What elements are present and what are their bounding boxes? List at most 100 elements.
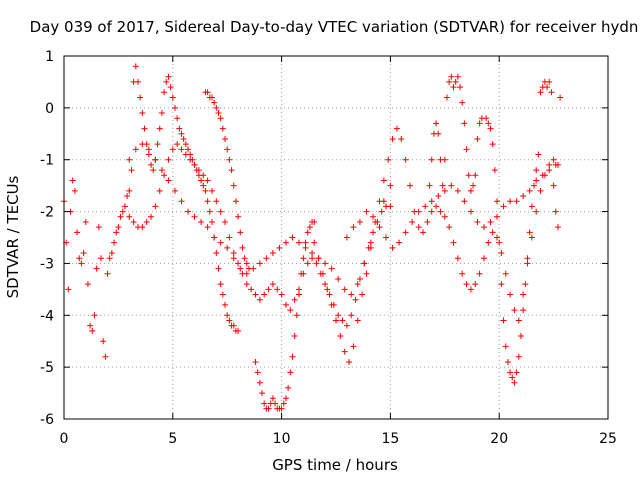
data-point xyxy=(148,161,155,168)
data-point xyxy=(259,390,266,397)
data-points xyxy=(61,63,564,412)
data-point xyxy=(343,322,350,329)
data-point xyxy=(454,255,461,262)
data-point xyxy=(517,333,524,340)
data-point xyxy=(176,125,183,132)
x-tick-label: 0 xyxy=(60,431,69,447)
data-point xyxy=(424,218,431,225)
data-point xyxy=(402,156,409,163)
data-point xyxy=(239,244,246,251)
data-point xyxy=(204,177,211,184)
data-point xyxy=(204,198,211,205)
data-point xyxy=(198,177,205,184)
y-tick-label: -2 xyxy=(40,205,54,221)
data-point xyxy=(219,291,226,298)
data-point xyxy=(150,167,157,174)
data-point xyxy=(507,291,514,298)
data-point xyxy=(126,156,133,163)
data-point xyxy=(200,182,207,189)
data-point xyxy=(139,110,146,117)
data-point xyxy=(243,281,250,288)
data-point xyxy=(335,312,342,319)
data-point xyxy=(145,151,152,158)
data-point xyxy=(446,78,453,85)
data-point xyxy=(241,255,248,262)
x-axis-label: GPS time / hours xyxy=(272,456,398,474)
data-point xyxy=(198,218,205,225)
data-point xyxy=(528,203,535,210)
data-point xyxy=(441,187,448,194)
data-point xyxy=(137,94,144,101)
data-point xyxy=(195,167,202,174)
data-point xyxy=(169,94,176,101)
data-point xyxy=(546,78,553,85)
x-tick-label: 20 xyxy=(490,431,508,447)
data-point xyxy=(450,84,457,91)
series-9 xyxy=(483,78,564,386)
data-point xyxy=(446,224,453,231)
data-point xyxy=(237,265,244,272)
data-point xyxy=(89,327,96,334)
data-point xyxy=(126,187,133,194)
data-point xyxy=(274,286,281,293)
data-point xyxy=(265,286,272,293)
data-point xyxy=(524,255,531,262)
series-7 xyxy=(343,161,559,251)
data-point xyxy=(550,156,557,163)
data-point xyxy=(289,234,296,241)
data-point xyxy=(152,203,159,210)
data-point xyxy=(494,198,501,205)
data-point xyxy=(369,229,376,236)
data-point xyxy=(363,270,370,277)
data-point xyxy=(387,203,394,210)
data-point xyxy=(117,213,124,220)
data-point xyxy=(161,172,168,179)
data-point xyxy=(474,135,481,142)
data-point xyxy=(148,213,155,220)
data-point xyxy=(315,255,322,262)
data-point xyxy=(322,260,329,267)
data-point xyxy=(230,250,237,257)
data-point xyxy=(383,234,390,241)
data-point xyxy=(393,125,400,132)
data-point xyxy=(348,291,355,298)
data-point xyxy=(350,224,357,231)
data-point xyxy=(287,369,294,376)
data-point xyxy=(180,135,187,142)
data-point xyxy=(206,208,213,215)
data-point xyxy=(544,84,551,91)
data-point xyxy=(256,260,263,267)
data-point xyxy=(454,73,461,80)
data-point xyxy=(319,270,326,277)
data-point xyxy=(226,234,233,241)
data-point xyxy=(309,250,316,257)
data-point xyxy=(174,115,181,122)
data-point xyxy=(202,187,209,194)
data-point xyxy=(343,234,350,241)
data-point xyxy=(71,187,78,194)
data-point xyxy=(389,135,396,142)
data-point xyxy=(522,281,529,288)
data-point xyxy=(322,281,329,288)
data-point xyxy=(185,208,192,215)
data-point xyxy=(237,229,244,236)
series-5 xyxy=(252,218,318,412)
data-point xyxy=(282,301,289,308)
data-point xyxy=(485,120,492,127)
data-point xyxy=(282,395,289,402)
data-point xyxy=(467,187,474,194)
data-point xyxy=(387,182,394,189)
data-point xyxy=(252,291,259,298)
data-point xyxy=(435,193,442,200)
data-point xyxy=(448,73,455,80)
data-point xyxy=(507,198,514,205)
data-point xyxy=(385,156,392,163)
data-point xyxy=(459,99,466,106)
data-point xyxy=(502,343,509,350)
data-point xyxy=(550,182,557,189)
data-point xyxy=(143,218,150,225)
data-point xyxy=(324,286,331,293)
data-point xyxy=(513,369,520,376)
data-point xyxy=(443,94,450,101)
grid-lines xyxy=(64,56,608,419)
